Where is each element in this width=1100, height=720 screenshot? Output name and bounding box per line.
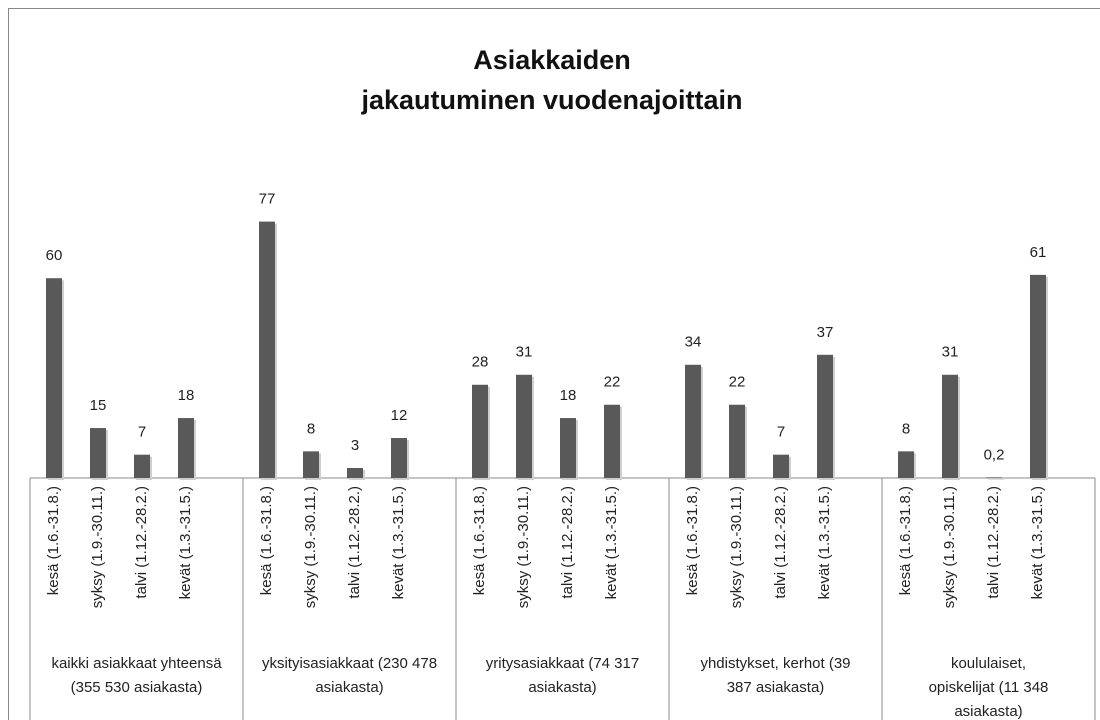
category-label: kevät (1.3.-31.5.) (603, 486, 620, 599)
group-label: kaikki asiakkaat yhteensä (51, 655, 222, 672)
data-label: 8 (307, 420, 315, 437)
category-label: kesä (1.6.-31.8.) (45, 486, 62, 595)
group-label: asiakasta) (528, 679, 596, 696)
data-label: 12 (391, 407, 408, 424)
category-label: kesä (1.6.-31.8.) (897, 486, 914, 595)
category-label: kesä (1.6.-31.8.) (684, 486, 701, 595)
category-label: kevät (1.3.-31.5.) (177, 486, 194, 599)
bar (472, 384, 488, 478)
bar (773, 454, 789, 478)
group-label: yksityisasiakkaat (230 478 (262, 655, 437, 672)
category-label: talvi (1.12.-28.2.) (772, 486, 789, 599)
group-label: asiakasta) (954, 703, 1022, 720)
data-label: 18 (560, 387, 577, 404)
category-label: talvi (1.12.-28.2.) (559, 486, 576, 599)
category-label: syksy (1.9.-30.11.) (728, 486, 745, 608)
bar (685, 364, 701, 478)
bar-shadow (988, 479, 1004, 480)
category-label: syksy (1.9.-30.11.) (89, 486, 106, 608)
data-label: 31 (942, 344, 959, 361)
group-label: (355 530 asiakasta) (71, 679, 203, 696)
data-label: 77 (259, 191, 276, 208)
category-label: kesä (1.6.-31.8.) (471, 486, 488, 595)
group-label: 387 asiakasta) (727, 679, 825, 696)
data-label: 7 (777, 424, 785, 441)
category-label: kesä (1.6.-31.8.) (258, 486, 275, 595)
group-label: koululaiset, (951, 655, 1026, 672)
data-label: 8 (902, 420, 910, 437)
group-label: opiskelijat (11 348 (929, 679, 1049, 696)
chart-frame (8, 8, 1100, 720)
bar (1030, 274, 1046, 478)
data-label: 0,2 (984, 446, 1005, 463)
category-label: talvi (1.12.-28.2.) (985, 486, 1002, 599)
data-label: 60 (46, 247, 63, 264)
bar (560, 418, 576, 478)
data-label: 15 (90, 397, 107, 414)
bar (898, 451, 914, 478)
bar (134, 454, 150, 478)
bar (347, 468, 363, 478)
category-label: syksy (1.9.-30.11.) (302, 486, 319, 608)
bar (391, 438, 407, 478)
data-label: 22 (729, 374, 746, 391)
data-label: 37 (817, 324, 834, 341)
category-label: kevät (1.3.-31.5.) (390, 486, 407, 599)
data-label: 28 (472, 354, 489, 371)
bar (259, 221, 275, 478)
group-label: yritysasiakkaat (74 317 (486, 655, 639, 672)
bar (46, 278, 62, 478)
category-label: kevät (1.3.-31.5.) (816, 486, 833, 599)
data-label: 18 (178, 387, 195, 404)
data-label: 31 (516, 344, 533, 361)
category-label: talvi (1.12.-28.2.) (346, 486, 363, 599)
data-label: 22 (604, 374, 621, 391)
bar (942, 374, 958, 478)
category-label: kevät (1.3.-31.5.) (1029, 486, 1046, 599)
bar (516, 374, 532, 478)
category-label: syksy (1.9.-30.11.) (941, 486, 958, 608)
group-label: yhdistykset, kerhot (39 (700, 655, 850, 672)
data-label: 3 (351, 437, 359, 454)
chart-title: jakautuminen vuodenajoittain (360, 85, 742, 115)
group-label: asiakasta) (315, 679, 383, 696)
bar (729, 404, 745, 478)
category-label: syksy (1.9.-30.11.) (515, 486, 532, 608)
data-label: 61 (1030, 244, 1047, 261)
bar (90, 428, 106, 478)
chart-title: Asiakkaiden (473, 45, 631, 75)
bar (178, 418, 194, 478)
bar (604, 404, 620, 478)
bar (986, 477, 1002, 478)
bar (303, 451, 319, 478)
category-label: talvi (1.12.-28.2.) (133, 486, 150, 599)
bar (817, 354, 833, 478)
data-label: 7 (138, 424, 146, 441)
data-label: 34 (685, 334, 702, 351)
